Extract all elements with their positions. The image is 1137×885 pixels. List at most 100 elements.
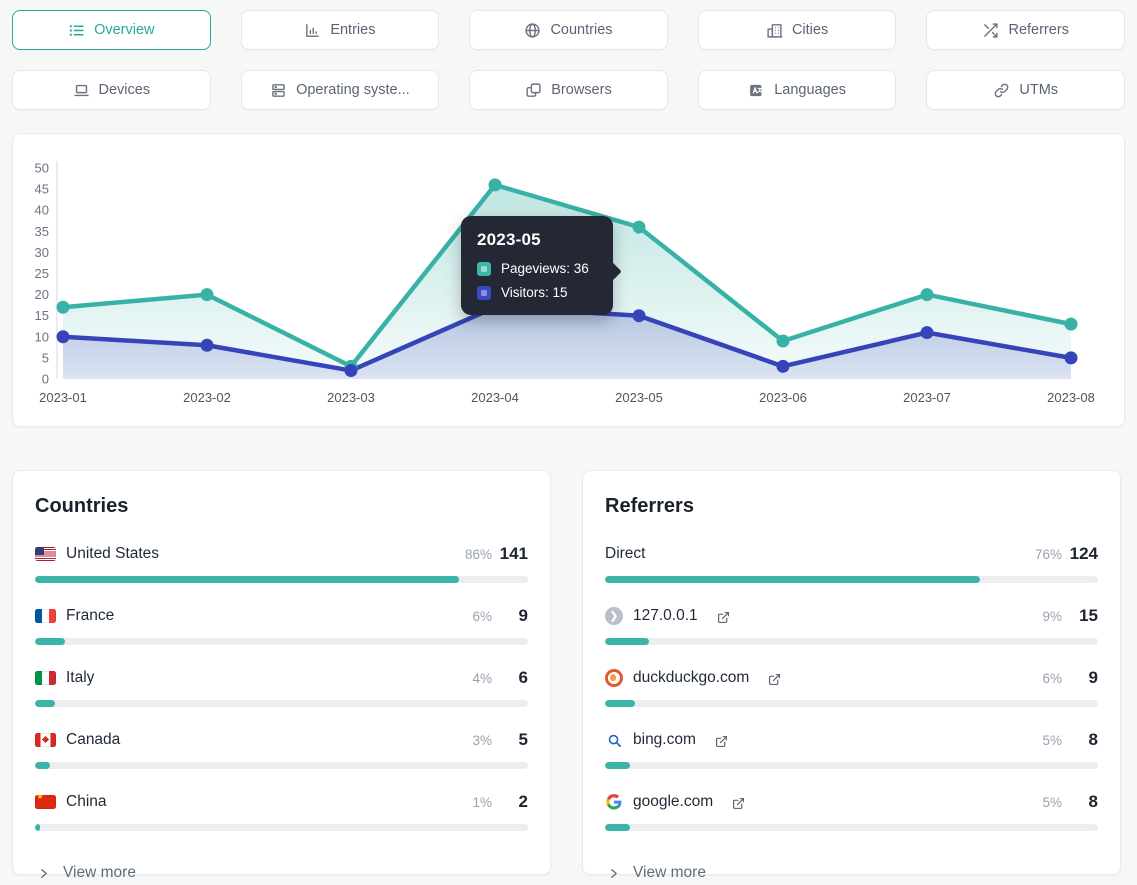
pageviews-series-marker <box>477 261 491 276</box>
external-link-icon[interactable] <box>732 797 745 810</box>
progress-track <box>605 700 1098 707</box>
progress-fill <box>605 638 650 645</box>
translate-icon <box>750 84 764 96</box>
country-count: 141 <box>499 544 528 563</box>
laptop-icon <box>73 84 89 96</box>
svg-text:2023-05: 2023-05 <box>615 390 663 405</box>
tab-operating-systems[interactable]: Operating syste... <box>240 70 440 110</box>
country-row-canada: Canada 3% 5 <box>35 730 528 769</box>
bing-favicon <box>605 731 623 749</box>
tab-label: Devices <box>98 82 151 98</box>
referrer-count: 124 <box>1069 544 1098 563</box>
tab-utms[interactable]: UTMs <box>926 70 1125 110</box>
svg-text:5: 5 <box>42 350 49 365</box>
tab-countries[interactable]: Countries <box>469 10 668 50</box>
country-count: 6 <box>518 668 528 687</box>
progress-track <box>35 762 528 769</box>
svg-text:40: 40 <box>35 203 49 218</box>
country-count: 5 <box>518 730 528 749</box>
svg-text:10: 10 <box>35 329 49 344</box>
default-favicon: ❯ <box>605 607 623 625</box>
progress-fill <box>35 700 55 707</box>
svg-text:25: 25 <box>35 266 49 281</box>
svg-text:2023-03: 2023-03 <box>327 390 375 405</box>
countries-view-more-button[interactable]: View more <box>35 854 528 885</box>
progress-track <box>35 824 528 831</box>
canada-flag <box>35 733 56 747</box>
country-row-united-states: United States 86% 141 <box>35 544 528 583</box>
china-flag <box>35 795 56 809</box>
external-link-icon[interactable] <box>768 673 781 686</box>
france-flag <box>35 609 56 623</box>
globe-icon <box>525 22 541 38</box>
country-percent: 1% <box>472 795 492 810</box>
tooltip-visitors-value: Visitors: 15 <box>501 285 568 300</box>
list-icon <box>69 24 84 36</box>
summary-cards: Countries United States 86% 141 France 6… <box>12 470 1125 881</box>
progress-track <box>605 824 1098 831</box>
traffic-chart-card: 0 5 10 15 20 25 30 35 40 45 50 2023-01 2023-02 2023-0… <box>12 133 1125 427</box>
visitors-series-marker <box>477 285 491 300</box>
progress-track <box>35 576 528 583</box>
progress-fill <box>605 700 635 707</box>
progress-fill <box>605 762 630 769</box>
referrer-count: 15 <box>1079 606 1098 625</box>
svg-text:2023-06: 2023-06 <box>759 390 807 405</box>
country-label: Italy <box>66 669 95 686</box>
referrer-count: 8 <box>1088 730 1098 749</box>
google-favicon <box>605 793 623 811</box>
progress-fill <box>35 824 40 831</box>
referrer-percent: 76% <box>1034 547 1062 562</box>
svg-text:2023-07: 2023-07 <box>903 390 951 405</box>
referrer-label: 127.0.0.1 <box>633 607 698 624</box>
svg-text:2023-01: 2023-01 <box>39 390 87 405</box>
country-row-italy: Italy 4% 6 <box>35 668 528 707</box>
referrers-view-more-button[interactable]: View more <box>605 854 1098 885</box>
windows-icon <box>526 82 541 97</box>
external-link-icon[interactable] <box>715 735 728 748</box>
referrer-row-google: google.com 5% 8 <box>605 792 1098 831</box>
tab-overview[interactable]: Overview <box>12 10 211 50</box>
country-label: United States <box>66 545 160 562</box>
tab-referrers[interactable]: Referrers <box>926 10 1125 50</box>
svg-text:35: 35 <box>35 224 49 239</box>
tab-label: Countries <box>550 22 613 38</box>
italy-flag <box>35 671 56 685</box>
tab-label: Cities <box>791 22 829 38</box>
countries-card: Countries United States 86% 141 France 6… <box>12 470 551 881</box>
tab-browsers[interactable]: Browsers <box>469 70 668 110</box>
link-icon <box>994 83 1009 97</box>
progress-track <box>605 576 1098 583</box>
tab-label: Operating syste... <box>296 82 410 98</box>
referrer-count: 8 <box>1088 792 1098 811</box>
referrer-percent: 6% <box>1042 671 1062 686</box>
chevron-right-icon <box>611 868 617 878</box>
chevron-right-icon <box>41 868 47 878</box>
external-link-icon[interactable] <box>717 611 730 624</box>
referrer-percent: 9% <box>1042 609 1062 624</box>
tab-devices[interactable]: Devices <box>12 70 211 110</box>
referrer-label: duckduckgo.com <box>633 669 750 686</box>
referrers-card: Referrers Direct 76% 124 ❯ 127.0.0.1 9% … <box>582 470 1121 881</box>
chart-tooltip: 2023-05 Pageviews: 36 Visitors: 15 <box>461 216 622 315</box>
duckduckgo-favicon <box>605 669 623 687</box>
tab-cities[interactable]: Cities <box>697 10 897 50</box>
referrer-row-bing: bing.com 5% 8 <box>605 730 1098 769</box>
progress-track <box>605 762 1098 769</box>
tab-entries[interactable]: Entries <box>240 10 440 50</box>
country-label: France <box>66 607 115 624</box>
country-percent: 4% <box>472 671 492 686</box>
svg-text:2023-08: 2023-08 <box>1047 390 1095 405</box>
tab-label: Entries <box>330 22 376 38</box>
country-percent: 3% <box>472 733 492 748</box>
svg-text:50: 50 <box>35 161 49 176</box>
referrers-card-title: Referrers <box>605 495 694 517</box>
progress-track <box>35 700 528 707</box>
country-label: China <box>66 793 107 810</box>
progress-fill <box>35 638 65 645</box>
tab-label: Languages <box>774 82 846 98</box>
us-flag <box>35 547 56 561</box>
progress-track <box>35 638 528 645</box>
referrer-count: 9 <box>1088 668 1098 687</box>
tab-languages[interactable]: Languages <box>697 70 897 110</box>
